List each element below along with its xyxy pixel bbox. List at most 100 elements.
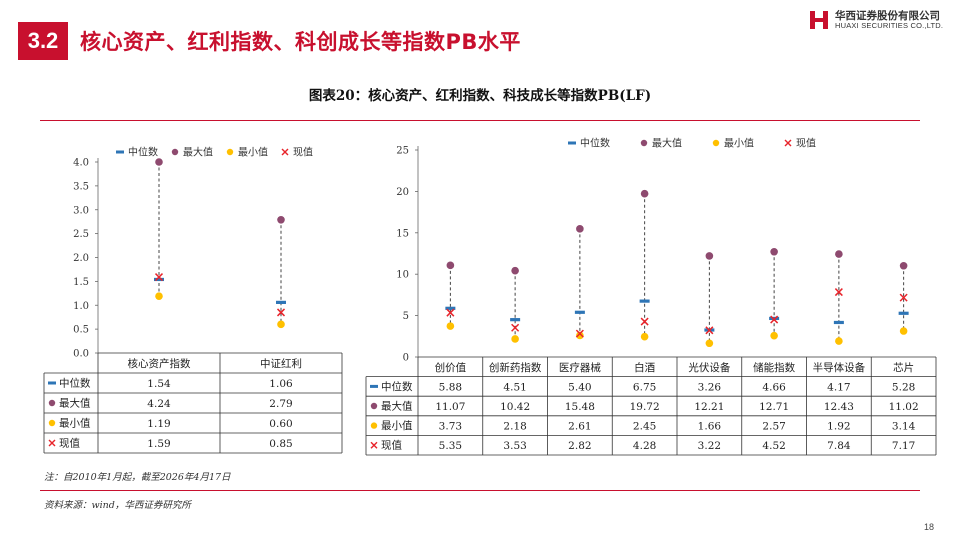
right-chart-max-point	[576, 225, 584, 233]
right-chart-table-cell: 3.73	[439, 421, 462, 433]
right-chart-max-point	[770, 247, 778, 256]
right-chart-legend-median-marker	[568, 141, 576, 145]
page-number: 18	[923, 522, 934, 532]
right-chart-legend-min-marker	[712, 139, 720, 147]
left-chart-table-cell: 0.60	[269, 418, 292, 430]
right-chart-table-cell: 4.52	[762, 440, 785, 452]
left-chart-table-row-label: 现值	[59, 437, 80, 450]
right-chart-table-cell: 11.02	[889, 401, 919, 413]
right-chart-table-cell: 4.17	[827, 381, 850, 393]
figure-bottom-rule	[40, 490, 920, 491]
right-chart-current-mark	[446, 308, 455, 317]
right-chart-table-cell: 2.61	[568, 421, 591, 433]
left-chart-min-point	[155, 292, 163, 300]
right-chart-table-cell: 5.88	[439, 381, 462, 393]
left-chart-y-tick-label: 2.0	[73, 253, 89, 264]
left-chart-legend-current-marker	[281, 148, 289, 156]
right-chart-table-cell: 5.40	[568, 381, 591, 393]
left-chart-legend-label-current: 现值	[293, 146, 313, 159]
left-chart-y-tick-label: 4.0	[73, 158, 89, 169]
left-chart-legend-label-median: 中位数	[128, 146, 158, 159]
right-chart-y-tick-label: 15	[396, 228, 409, 239]
right-chart-table-cell: 5.28	[892, 381, 915, 393]
right-chart-max-point	[446, 261, 455, 270]
right-chart-median-mark	[510, 318, 521, 322]
huaxi-logo-icon	[810, 11, 828, 29]
right-chart-median-mark	[769, 316, 780, 321]
right-chart-table-cell: 2.82	[568, 440, 591, 452]
right-chart-median-mark	[833, 320, 844, 325]
left-chart-table-row-label: 最小值	[59, 417, 91, 430]
right-chart-category-label: 创价值	[435, 361, 467, 374]
right-chart-current-mark	[705, 326, 714, 335]
right-chart-current-mark	[575, 329, 584, 338]
right-chart-table-row-label: 中位数	[381, 380, 413, 393]
logo-english-name: HUAXI SECURITIES CO.,LTD.	[835, 21, 944, 30]
right-chart-table-row-label: 最小值	[381, 419, 413, 432]
right-chart-table-cell: 1.92	[827, 421, 850, 433]
right-chart-category-label: 创新药指数	[489, 361, 542, 374]
right-chart-max-point	[899, 261, 908, 270]
right-chart-max-point	[511, 266, 519, 275]
left-chart-y-tick-label: 0.0	[73, 349, 89, 360]
right-chart-table-cell: 3.26	[698, 381, 722, 393]
right-chart-table-cell: 7.17	[892, 440, 915, 452]
left-chart-table-row-min-marker	[48, 419, 56, 427]
right-chart-current-mark	[511, 323, 520, 332]
logo-chinese-name: 华西证券股份有限公司	[835, 10, 940, 22]
company-logo: 华西证券股份有限公司 HUAXI SECURITIES CO.,LTD.	[808, 8, 953, 34]
right-chart-y-tick-label: 5	[403, 311, 409, 322]
left-chart-median-mark	[154, 277, 164, 282]
right-chart-table-cell: 4.28	[633, 440, 656, 452]
right-chart-category-label: 医疗器械	[559, 361, 601, 374]
left-chart-current-mark	[154, 273, 164, 282]
right-chart-table-cell: 5.35	[439, 440, 462, 452]
right-chart-min-point	[446, 322, 455, 330]
right-chart-median-mark	[639, 299, 650, 303]
source-note: 资料来源：wind，华西证券研究所	[44, 500, 191, 511]
right-chart-legend-label-current: 现值	[796, 137, 816, 150]
left-chart-table-cell: 4.24	[147, 398, 171, 410]
right-chart-table-cell: 2.45	[633, 421, 656, 433]
left-chart-legend-min-marker	[226, 148, 234, 156]
left-chart-y-tick-label: 1.5	[73, 277, 89, 288]
right-chart-current-mark	[770, 315, 779, 324]
right-chart-current-mark	[899, 293, 908, 302]
right-chart-median-mark	[898, 311, 909, 315]
left-chart-legend-label-max: 最大值	[183, 146, 213, 159]
right-chart-max-point	[705, 252, 714, 260]
left-chart-y-tick-label: 2.5	[73, 229, 89, 240]
right-chart-category-label: 储能指数	[753, 361, 795, 374]
left-chart-table-row-current-marker	[48, 439, 56, 447]
right-chart-y-tick-label: 0	[403, 353, 409, 364]
right-chart-legend-label-median: 中位数	[580, 137, 610, 150]
figure-title: 图表20：核心资产、红利指数、科技成长等指数PB(LF)	[308, 88, 652, 104]
right-chart-max-point	[640, 189, 649, 198]
right-chart-table-row-min-marker	[370, 422, 378, 429]
right-chart-table-cell: 4.66	[762, 381, 786, 393]
right-chart-table-cell: 19.72	[630, 401, 660, 413]
right-chart-median-mark	[445, 306, 456, 310]
right-chart-table-cell: 15.48	[565, 401, 595, 413]
right-chart-table-cell: 12.21	[694, 401, 724, 413]
right-chart-min-point	[770, 331, 778, 340]
left-chart-y-tick-label: 0.5	[73, 325, 89, 336]
section-number-badge: 3.2	[18, 22, 68, 60]
right-chart-table-cell: 11.07	[435, 401, 465, 413]
right-chart-table-cell: 12.71	[759, 401, 789, 413]
right-chart-table-row-current-marker	[370, 441, 378, 449]
right-chart-table-cell: 4.51	[503, 381, 526, 393]
right-chart-median-mark	[574, 310, 585, 314]
right-chart-legend-label-min: 最小值	[724, 137, 754, 150]
right-chart-category-label: 白酒	[634, 361, 655, 374]
left-chart-category-label: 中证红利	[260, 357, 302, 370]
right-chart-y-tick-label: 25	[396, 146, 409, 157]
right-chart-table-cell: 10.42	[500, 401, 530, 413]
right-chart-table-row-label: 最大值	[381, 400, 413, 413]
right-chart-min-point	[899, 327, 908, 335]
right-chart-table-cell: 3.14	[892, 421, 916, 433]
left-chart-max-point	[155, 158, 163, 166]
right-chart-table-row-label: 现值	[381, 439, 402, 452]
left-chart-min-point	[277, 320, 285, 329]
right-chart-table-row-median-marker	[370, 384, 378, 388]
